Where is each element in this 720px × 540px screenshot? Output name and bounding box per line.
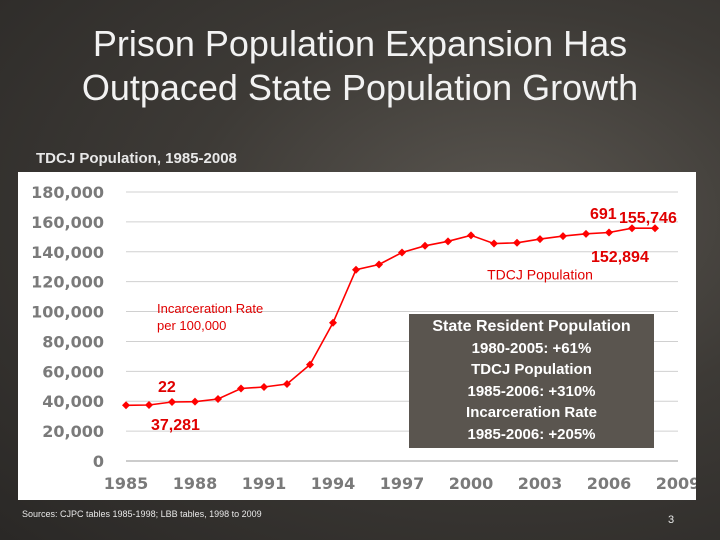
legend-line-3: TDCJ Population <box>471 361 592 378</box>
data-point <box>421 241 429 250</box>
y-tick-label: 0 <box>93 452 104 471</box>
rate-label-line-2: per 100,000 <box>157 318 226 333</box>
x-tick-label: 2009 <box>656 474 696 493</box>
y-tick-label: 20,000 <box>42 422 104 441</box>
x-tick-label: 1985 <box>104 474 149 493</box>
data-point <box>168 397 176 406</box>
data-point <box>375 260 383 269</box>
slide-title-line-1: Prison Population Expansion Has <box>92 23 628 64</box>
y-tick-label: 180,000 <box>31 183 104 202</box>
data-point <box>145 400 153 409</box>
legend-line-4: 1985-2006: +310% <box>467 382 596 400</box>
slide-title: Prison Population Expansion Has Outpaced… <box>0 22 720 110</box>
y-tick-label: 120,000 <box>31 273 104 292</box>
data-point <box>559 232 567 241</box>
x-tick-label: 2006 <box>587 474 632 493</box>
y-tick-label: 40,000 <box>42 392 104 411</box>
x-tick-label: 1988 <box>173 474 218 493</box>
y-tick-label: 80,000 <box>42 332 104 351</box>
data-point <box>352 265 360 274</box>
legend-box: State Resident Population 1980-2005: +61… <box>409 314 654 448</box>
x-tick-label: 2003 <box>518 474 563 493</box>
data-point <box>651 224 659 233</box>
data-point <box>214 394 222 403</box>
pop-2006-label: 152,894 <box>591 249 649 266</box>
page-number: 3 <box>668 514 675 526</box>
rate-label-line-1: Incarceration Rate <box>157 301 263 316</box>
data-point <box>582 229 590 238</box>
data-point <box>306 360 314 369</box>
data-point <box>536 235 544 244</box>
legend-line-5: Incarceration Rate <box>466 404 597 421</box>
data-point <box>237 384 245 393</box>
data-point <box>122 401 130 410</box>
slide-title-line-2: Outpaced State Population Growth <box>81 67 639 108</box>
y-tick-label: 140,000 <box>31 243 104 262</box>
data-point <box>283 380 291 389</box>
data-point <box>467 231 475 240</box>
data-point <box>444 237 452 246</box>
data-point <box>628 224 636 233</box>
x-tick-label: 2000 <box>449 474 494 493</box>
pop-start-label: 37,281 <box>151 417 200 434</box>
x-tick-label: 1994 <box>311 474 356 493</box>
rate-start-label: 22 <box>158 379 176 396</box>
pop-end-label: 155,746 <box>619 210 677 227</box>
legend-line-6: 1985-2006: +205% <box>467 425 596 443</box>
y-tick-label: 160,000 <box>31 213 104 232</box>
series-line <box>125 227 655 407</box>
legend-line-1: State Resident Population <box>432 318 631 335</box>
x-tick-label: 1991 <box>242 474 287 493</box>
data-point <box>605 228 613 237</box>
data-point <box>398 248 406 257</box>
line-chart: 0 20,000 40,000 60,000 80,000 100,000 120,000 1… <box>31 183 696 493</box>
chart-subtitle: TDCJ Population, 1985-2008 <box>36 150 237 167</box>
data-point <box>513 238 521 247</box>
data-point <box>329 318 337 327</box>
data-point <box>191 397 199 406</box>
legend-line-2: 1980-2005: +61% <box>471 339 592 357</box>
y-tick-label: 100,000 <box>31 303 104 322</box>
x-tick-label: 1997 <box>380 474 425 493</box>
sources-note: Sources: CJPC tables 1985-1998; LBB tabl… <box>22 509 262 519</box>
series-name-label: TDCJ Population <box>487 266 593 282</box>
data-point <box>260 383 268 392</box>
y-tick-label: 60,000 <box>42 362 104 381</box>
data-point <box>490 239 498 248</box>
rate-end-label: 691 <box>590 206 617 223</box>
